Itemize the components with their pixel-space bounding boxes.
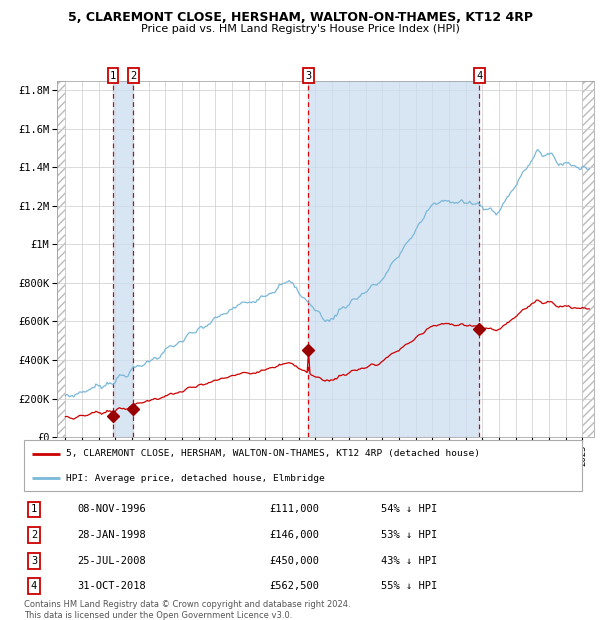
Text: 5, CLAREMONT CLOSE, HERSHAM, WALTON-ON-THAMES, KT12 4RP (detached house): 5, CLAREMONT CLOSE, HERSHAM, WALTON-ON-T… (66, 450, 480, 458)
Bar (583, 81, 594, 437)
Text: Price paid vs. HM Land Registry's House Price Index (HPI): Price paid vs. HM Land Registry's House … (140, 24, 460, 33)
Text: 43% ↓ HPI: 43% ↓ HPI (381, 556, 437, 565)
Text: 53% ↓ HPI: 53% ↓ HPI (381, 530, 437, 540)
Bar (308, 81, 479, 437)
Text: 4: 4 (476, 71, 482, 81)
Text: 25-JUL-2008: 25-JUL-2008 (77, 556, 146, 565)
Text: Contains HM Land Registry data © Crown copyright and database right 2024.
This d: Contains HM Land Registry data © Crown c… (24, 600, 350, 619)
Text: 31-OCT-2018: 31-OCT-2018 (77, 581, 146, 591)
Text: £111,000: £111,000 (269, 505, 320, 515)
Text: £450,000: £450,000 (269, 556, 320, 565)
Text: £562,500: £562,500 (269, 581, 320, 591)
Text: 2: 2 (130, 71, 137, 81)
Bar (113, 81, 133, 437)
Text: 55% ↓ HPI: 55% ↓ HPI (381, 581, 437, 591)
Text: 2: 2 (31, 530, 37, 540)
Text: 54% ↓ HPI: 54% ↓ HPI (381, 505, 437, 515)
FancyBboxPatch shape (24, 440, 582, 491)
Text: £146,000: £146,000 (269, 530, 320, 540)
Text: 4: 4 (31, 581, 37, 591)
Bar (57, 81, 65, 437)
Text: 28-JAN-1998: 28-JAN-1998 (77, 530, 146, 540)
Text: 3: 3 (31, 556, 37, 565)
Text: 1: 1 (31, 505, 37, 515)
Text: 1: 1 (110, 71, 116, 81)
Text: HPI: Average price, detached house, Elmbridge: HPI: Average price, detached house, Elmb… (66, 474, 325, 483)
Text: 5, CLAREMONT CLOSE, HERSHAM, WALTON-ON-THAMES, KT12 4RP: 5, CLAREMONT CLOSE, HERSHAM, WALTON-ON-T… (67, 11, 533, 24)
Text: 08-NOV-1996: 08-NOV-1996 (77, 505, 146, 515)
Text: 3: 3 (305, 71, 311, 81)
